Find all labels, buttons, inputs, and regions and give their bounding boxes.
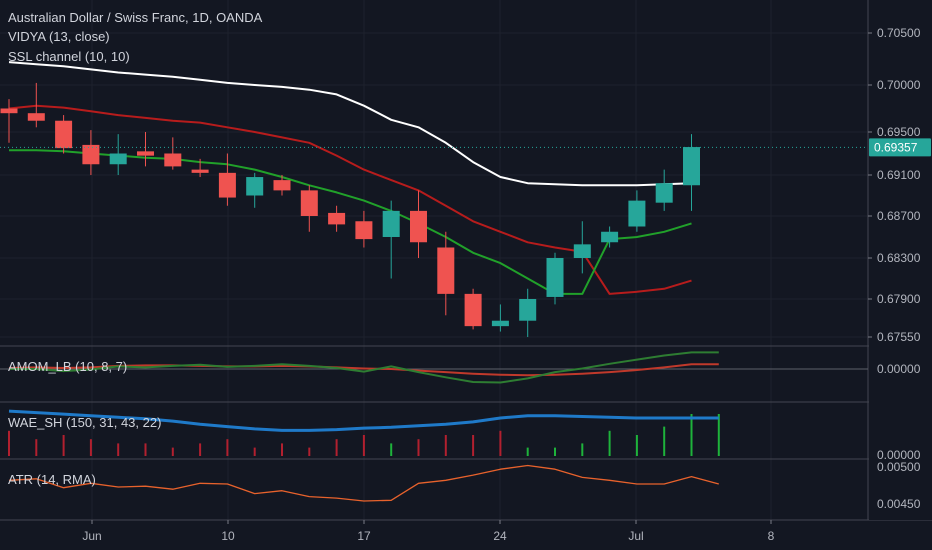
candle-body <box>655 183 673 203</box>
atr-line <box>8 464 719 502</box>
candle[interactable] <box>109 134 127 175</box>
time-axis[interactable]: Jun 10 17 24 Jul 8 <box>0 520 932 550</box>
candle[interactable] <box>601 226 619 248</box>
time-tick-label: 8 <box>768 529 775 543</box>
candle[interactable] <box>382 200 400 279</box>
candle[interactable] <box>491 304 509 332</box>
candle[interactable] <box>164 137 182 170</box>
candle-body <box>546 258 564 297</box>
candle-body <box>382 210 400 237</box>
candle[interactable] <box>273 175 291 196</box>
candle-body <box>273 180 291 191</box>
candle-body <box>0 108 18 114</box>
wae-axis-label: 0.00000 <box>877 448 921 462</box>
candle-body <box>109 153 127 165</box>
candle-body <box>164 153 182 167</box>
candle[interactable] <box>437 231 455 316</box>
wae-label[interactable]: WAE_SH (150, 31, 43, 22) <box>8 415 162 430</box>
time-tick-label: 17 <box>357 529 371 543</box>
candle[interactable] <box>191 158 209 178</box>
candle-body <box>191 169 209 173</box>
price-tick-label: 0.67550 <box>877 330 921 344</box>
amom-momentum-line <box>9 351 719 384</box>
candle-body <box>55 120 73 149</box>
candle[interactable] <box>355 210 373 248</box>
candle[interactable] <box>628 190 646 232</box>
time-tick-label: 24 <box>493 529 507 543</box>
vidya-line <box>8 61 692 187</box>
atr-axis-label: 0.00500 <box>877 460 921 474</box>
candle[interactable] <box>546 252 564 305</box>
candle-body <box>683 147 700 186</box>
price-axis-bg <box>869 0 932 520</box>
wae-pane[interactable] <box>8 409 720 456</box>
candle-body <box>246 177 264 196</box>
atr-pane[interactable] <box>8 464 719 502</box>
candles[interactable] <box>0 82 701 337</box>
price-tick-label: 0.68700 <box>877 209 921 223</box>
candle[interactable] <box>410 190 427 258</box>
wae-explosion-line <box>8 409 719 432</box>
candle[interactable] <box>519 288 537 337</box>
ssl-channel-label[interactable]: SSL channel (10, 10) <box>8 49 130 64</box>
candle-body <box>601 231 619 243</box>
grid-lines <box>0 0 868 520</box>
candle-body <box>628 200 646 227</box>
candle-body <box>573 244 591 258</box>
price-tick-label: 0.69100 <box>877 168 921 182</box>
candle[interactable] <box>573 221 591 274</box>
candle[interactable] <box>55 115 73 154</box>
candle[interactable] <box>328 205 346 232</box>
candle-body <box>519 299 537 321</box>
price-tick-label: 0.70000 <box>877 78 921 92</box>
candle-body <box>300 190 318 216</box>
candle-body <box>218 172 236 198</box>
candle-body <box>82 144 100 165</box>
candle-body <box>355 221 373 240</box>
price-tick-label: 0.70500 <box>877 26 921 40</box>
candle-body <box>464 293 482 327</box>
vidya-label[interactable]: VIDYA (13, close) <box>8 29 110 44</box>
candle-body <box>491 320 509 327</box>
candle[interactable] <box>464 288 482 330</box>
time-axis-bg <box>0 521 932 550</box>
price-axis[interactable]: 0.70500 0.70000 0.69500 0.69100 0.68700 0.683… <box>868 0 932 520</box>
time-tick-label: Jun <box>82 529 101 543</box>
last-price-tag <box>869 138 931 157</box>
time-tick-label: 10 <box>221 529 235 543</box>
candle[interactable] <box>0 99 18 143</box>
candle-body <box>137 151 154 156</box>
amom-axis-label: 0.00000 <box>877 362 921 376</box>
price-tick-label: 0.67900 <box>877 292 921 306</box>
candle-body <box>27 113 45 121</box>
amom-label[interactable]: AMOM_LB (10, 8, 7) <box>8 359 128 374</box>
candle[interactable] <box>218 153 236 206</box>
price-tick-label: 0.68300 <box>877 251 921 265</box>
last-price-label: 0.69357 <box>874 140 918 154</box>
candle-body <box>328 212 346 225</box>
candle[interactable] <box>655 169 673 211</box>
candle[interactable] <box>300 185 318 232</box>
candle[interactable] <box>683 134 700 211</box>
candle[interactable] <box>27 82 45 128</box>
candle[interactable] <box>246 172 264 208</box>
pane-separators <box>0 0 932 521</box>
candle[interactable] <box>82 130 100 175</box>
candle-body <box>437 247 455 294</box>
price-tick-label: 0.69500 <box>877 125 921 139</box>
atr-label[interactable]: ATR (14, RMA) <box>8 472 96 487</box>
candle[interactable] <box>137 132 154 167</box>
atr-axis-label: 0.00450 <box>877 497 921 511</box>
chart-title: Australian Dollar / Swiss Franc, 1D, OAN… <box>8 10 263 25</box>
time-tick-label: Jul <box>628 529 643 543</box>
amom-pane[interactable] <box>0 351 868 384</box>
candle-body <box>410 210 427 243</box>
